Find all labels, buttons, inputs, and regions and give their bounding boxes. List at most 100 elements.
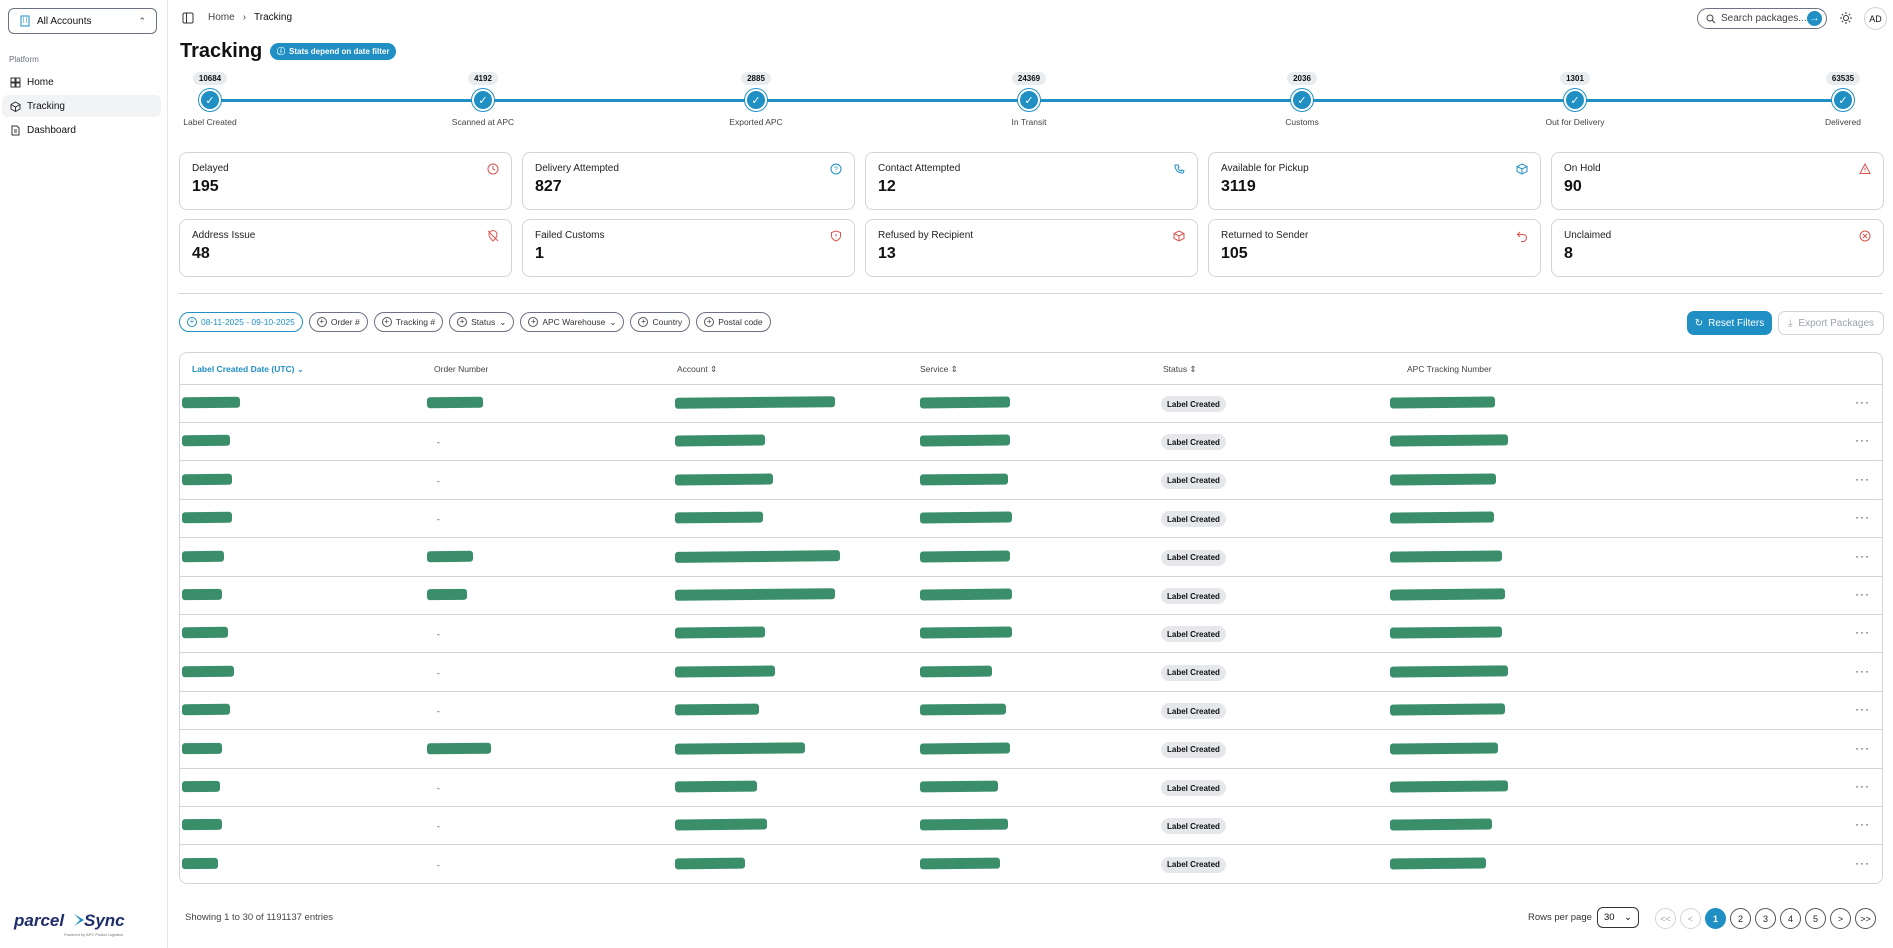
reset-filters-button[interactable]: ↻ Reset Filters xyxy=(1687,311,1772,335)
filter-chip-order[interactable]: + Order # xyxy=(308,312,368,332)
tracker-step-scanned[interactable]: 4192 ✓ Scanned at APC xyxy=(423,72,543,127)
row-actions-icon[interactable]: ··· xyxy=(1855,587,1870,601)
row-actions-icon[interactable]: ··· xyxy=(1855,779,1870,793)
row-actions-icon[interactable]: ··· xyxy=(1855,395,1870,409)
refresh-icon: ↻ xyxy=(1694,317,1704,329)
card-delivery-attempted[interactable]: Delivery Attempted 827 ? xyxy=(522,152,855,210)
redacted-account xyxy=(674,588,836,601)
filter-chip-postal-code[interactable]: + Postal code xyxy=(696,312,771,332)
step-label: Out for Delivery xyxy=(1545,117,1605,127)
page-button-3[interactable]: 3 xyxy=(1755,908,1776,929)
row-actions-icon[interactable]: ··· xyxy=(1855,663,1870,678)
sidebar-item-dashboard[interactable]: Dashboard xyxy=(2,119,161,141)
sidebar-item-home[interactable]: Home xyxy=(2,71,161,93)
row-actions-icon[interactable]: ··· xyxy=(1855,471,1870,486)
export-packages-button[interactable]: ⤓ Export Packages xyxy=(1778,311,1884,335)
table-row[interactable]: - Label Created ··· xyxy=(180,654,1882,692)
status-badge: Label Created xyxy=(1161,664,1226,681)
table-row[interactable]: Label Created ··· xyxy=(180,731,1882,769)
table-row[interactable]: - Label Created ··· xyxy=(180,423,1882,462)
table-row[interactable]: Label Created ··· xyxy=(180,539,1882,577)
redacted-tracking-number xyxy=(1389,780,1509,793)
redacted-service xyxy=(919,550,1011,563)
first-page-button[interactable]: << xyxy=(1655,908,1676,929)
redacted-service xyxy=(919,703,1007,716)
status-badge: Label Created xyxy=(1161,588,1226,604)
tracker-step-customs[interactable]: 2036 ✓ Customs xyxy=(1242,72,1362,127)
row-actions-icon[interactable]: ··· xyxy=(1855,625,1870,640)
card-address-issue[interactable]: Address Issue 48 xyxy=(179,219,512,277)
table-row[interactable]: - Label Created ··· xyxy=(180,692,1882,731)
table-row[interactable]: - Label Created ··· xyxy=(180,615,1882,654)
prev-page-button[interactable]: < xyxy=(1680,908,1701,929)
redacted-tracking-number xyxy=(1389,742,1499,755)
card-returned-to-sender[interactable]: Returned to Sender 105 xyxy=(1208,219,1541,277)
tracker-step-in-transit[interactable]: 24369 ✓ In Transit xyxy=(969,72,1089,127)
last-page-button[interactable]: >> xyxy=(1855,908,1876,929)
page-button-2[interactable]: 2 xyxy=(1730,908,1751,929)
sidebar-toggle-icon[interactable] xyxy=(182,12,194,24)
card-available-for-pickup[interactable]: Available for Pickup 3119 xyxy=(1208,152,1541,210)
row-actions-icon[interactable]: ··· xyxy=(1855,548,1870,563)
row-actions-icon[interactable]: ··· xyxy=(1855,855,1870,870)
card-unclaimed[interactable]: Unclaimed 8 xyxy=(1551,219,1884,277)
redacted-account xyxy=(674,626,766,639)
column-header-service[interactable]: Service ⇕ xyxy=(920,364,958,374)
card-on-hold[interactable]: On Hold 90 xyxy=(1551,152,1884,210)
column-header-label-created[interactable]: Label Created Date (UTC) ⌄ xyxy=(192,364,304,374)
status-badge: Label Created xyxy=(1161,780,1226,796)
rows-per-page-select[interactable]: 30 ⌄ xyxy=(1597,907,1639,928)
card-contact-attempted[interactable]: Contact Attempted 12 xyxy=(865,152,1198,210)
tracker-step-exported[interactable]: 2885 ✓ Exported APC xyxy=(696,72,816,127)
filter-chip-tracking[interactable]: + Tracking # xyxy=(373,312,444,332)
card-refused-by-recipient[interactable]: Refused by Recipient 13 xyxy=(865,219,1198,277)
page-button-1[interactable]: 1 xyxy=(1705,908,1726,929)
tracker-step-delivered[interactable]: 63535 ✓ Delivered xyxy=(1783,72,1893,127)
filter-chip-date[interactable]: +08-11-2025 - 09-10-2025 xyxy=(179,312,303,332)
search-submit-button[interactable]: → xyxy=(1807,11,1822,26)
table-row[interactable]: - Label Created ··· xyxy=(180,500,1882,539)
chip-label: Order # xyxy=(330,317,360,327)
row-actions-icon[interactable]: ··· xyxy=(1855,817,1870,832)
card-title: Refused by Recipient xyxy=(878,230,974,241)
table-row[interactable]: - Label Created ··· xyxy=(180,769,1882,807)
column-header-tracking-number[interactable]: APC Tracking Number xyxy=(1407,364,1492,374)
table-row[interactable]: - Label Created ··· xyxy=(180,846,1882,883)
status-badge: Label Created xyxy=(1161,856,1226,873)
table-row[interactable]: - Label Created ··· xyxy=(180,807,1882,846)
row-actions-icon[interactable]: ··· xyxy=(1855,740,1870,755)
breadcrumb-home[interactable]: Home xyxy=(208,12,235,23)
row-actions-icon[interactable]: ··· xyxy=(1855,702,1870,717)
tracker-step-out-for-delivery[interactable]: 1301 ✓ Out for Delivery xyxy=(1515,72,1635,127)
column-header-account[interactable]: Account ⇕ xyxy=(677,364,718,374)
sidebar: All Accounts ⌃ Platform Home Tracking Da… xyxy=(0,0,168,948)
building-icon xyxy=(20,15,30,27)
check-icon: ✓ xyxy=(1291,89,1313,111)
tracker-step-label-created[interactable]: 10684 ✓ Label Created xyxy=(150,72,270,127)
card-failed-customs[interactable]: Failed Customs 1 xyxy=(522,219,855,277)
page-button-4[interactable]: 4 xyxy=(1780,908,1801,929)
breadcrumb: Home › Tracking xyxy=(208,12,292,23)
row-actions-icon[interactable]: ··· xyxy=(1855,510,1870,525)
filter-chip-country[interactable]: + Country xyxy=(630,312,691,332)
table-row[interactable]: Label Created ··· xyxy=(180,385,1882,423)
next-page-button[interactable]: > xyxy=(1830,908,1851,929)
avatar[interactable]: AD xyxy=(1864,7,1887,30)
column-header-status[interactable]: Status ⇕ xyxy=(1163,364,1197,374)
card-delayed[interactable]: Delayed 195 xyxy=(179,152,512,210)
redacted-date xyxy=(181,780,221,793)
column-header-label: Label Created Date (UTC) xyxy=(192,364,295,374)
column-header-order-number[interactable]: Order Number xyxy=(434,364,489,374)
redacted-service xyxy=(919,742,1011,755)
search-input[interactable]: Search packages... → xyxy=(1697,8,1827,29)
chip-label: Status xyxy=(471,317,496,327)
theme-toggle-icon[interactable] xyxy=(1839,11,1853,25)
account-selector[interactable]: All Accounts ⌃ xyxy=(8,8,157,34)
filter-chip-status[interactable]: + Status ⌄ xyxy=(449,312,515,332)
filter-chip-warehouse[interactable]: + APC Warehouse ⌄ xyxy=(520,312,625,332)
table-row[interactable]: Label Created ··· xyxy=(180,577,1882,615)
page-button-5[interactable]: 5 xyxy=(1805,908,1826,929)
sidebar-item-tracking[interactable]: Tracking xyxy=(2,95,161,117)
row-actions-icon[interactable]: ··· xyxy=(1855,433,1870,448)
table-row[interactable]: - Label Created ··· xyxy=(180,462,1882,500)
